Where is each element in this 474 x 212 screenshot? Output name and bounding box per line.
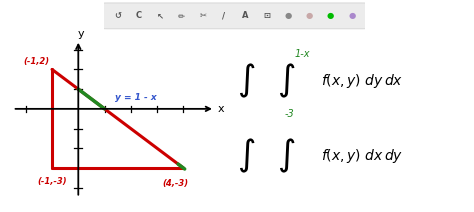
Text: ✂: ✂: [199, 11, 206, 20]
Text: $f(x,y)\ dx\,dy$: $f(x,y)\ dx\,dy$: [321, 147, 403, 165]
Text: y: y: [78, 29, 85, 39]
Text: x: x: [218, 104, 224, 114]
Text: /: /: [222, 11, 226, 20]
Text: $\int$: $\int$: [237, 62, 256, 100]
Text: ⊡: ⊡: [263, 11, 270, 20]
Text: ↺: ↺: [114, 11, 121, 20]
Text: ●: ●: [348, 11, 356, 20]
Text: ●: ●: [327, 11, 334, 20]
Text: (-1,2): (-1,2): [23, 57, 49, 66]
FancyBboxPatch shape: [101, 3, 368, 29]
Text: ✏: ✏: [178, 11, 185, 20]
Text: $\int$: $\int$: [277, 62, 295, 100]
Text: y = 1 - x: y = 1 - x: [115, 92, 157, 102]
Text: ●: ●: [284, 11, 292, 20]
Text: (4,-3): (4,-3): [163, 179, 189, 188]
Text: $\int$: $\int$: [237, 137, 256, 175]
Text: 1-x: 1-x: [294, 49, 310, 59]
Text: ↖: ↖: [156, 11, 164, 20]
Text: (-1,-3): (-1,-3): [37, 177, 67, 186]
Text: $\int$: $\int$: [277, 137, 295, 175]
Text: C: C: [136, 11, 142, 20]
Text: A: A: [242, 11, 248, 20]
Text: ●: ●: [306, 11, 313, 20]
Text: $f(x,y)\ dy\,dx$: $f(x,y)\ dy\,dx$: [321, 73, 403, 90]
Text: -3: -3: [284, 109, 294, 119]
